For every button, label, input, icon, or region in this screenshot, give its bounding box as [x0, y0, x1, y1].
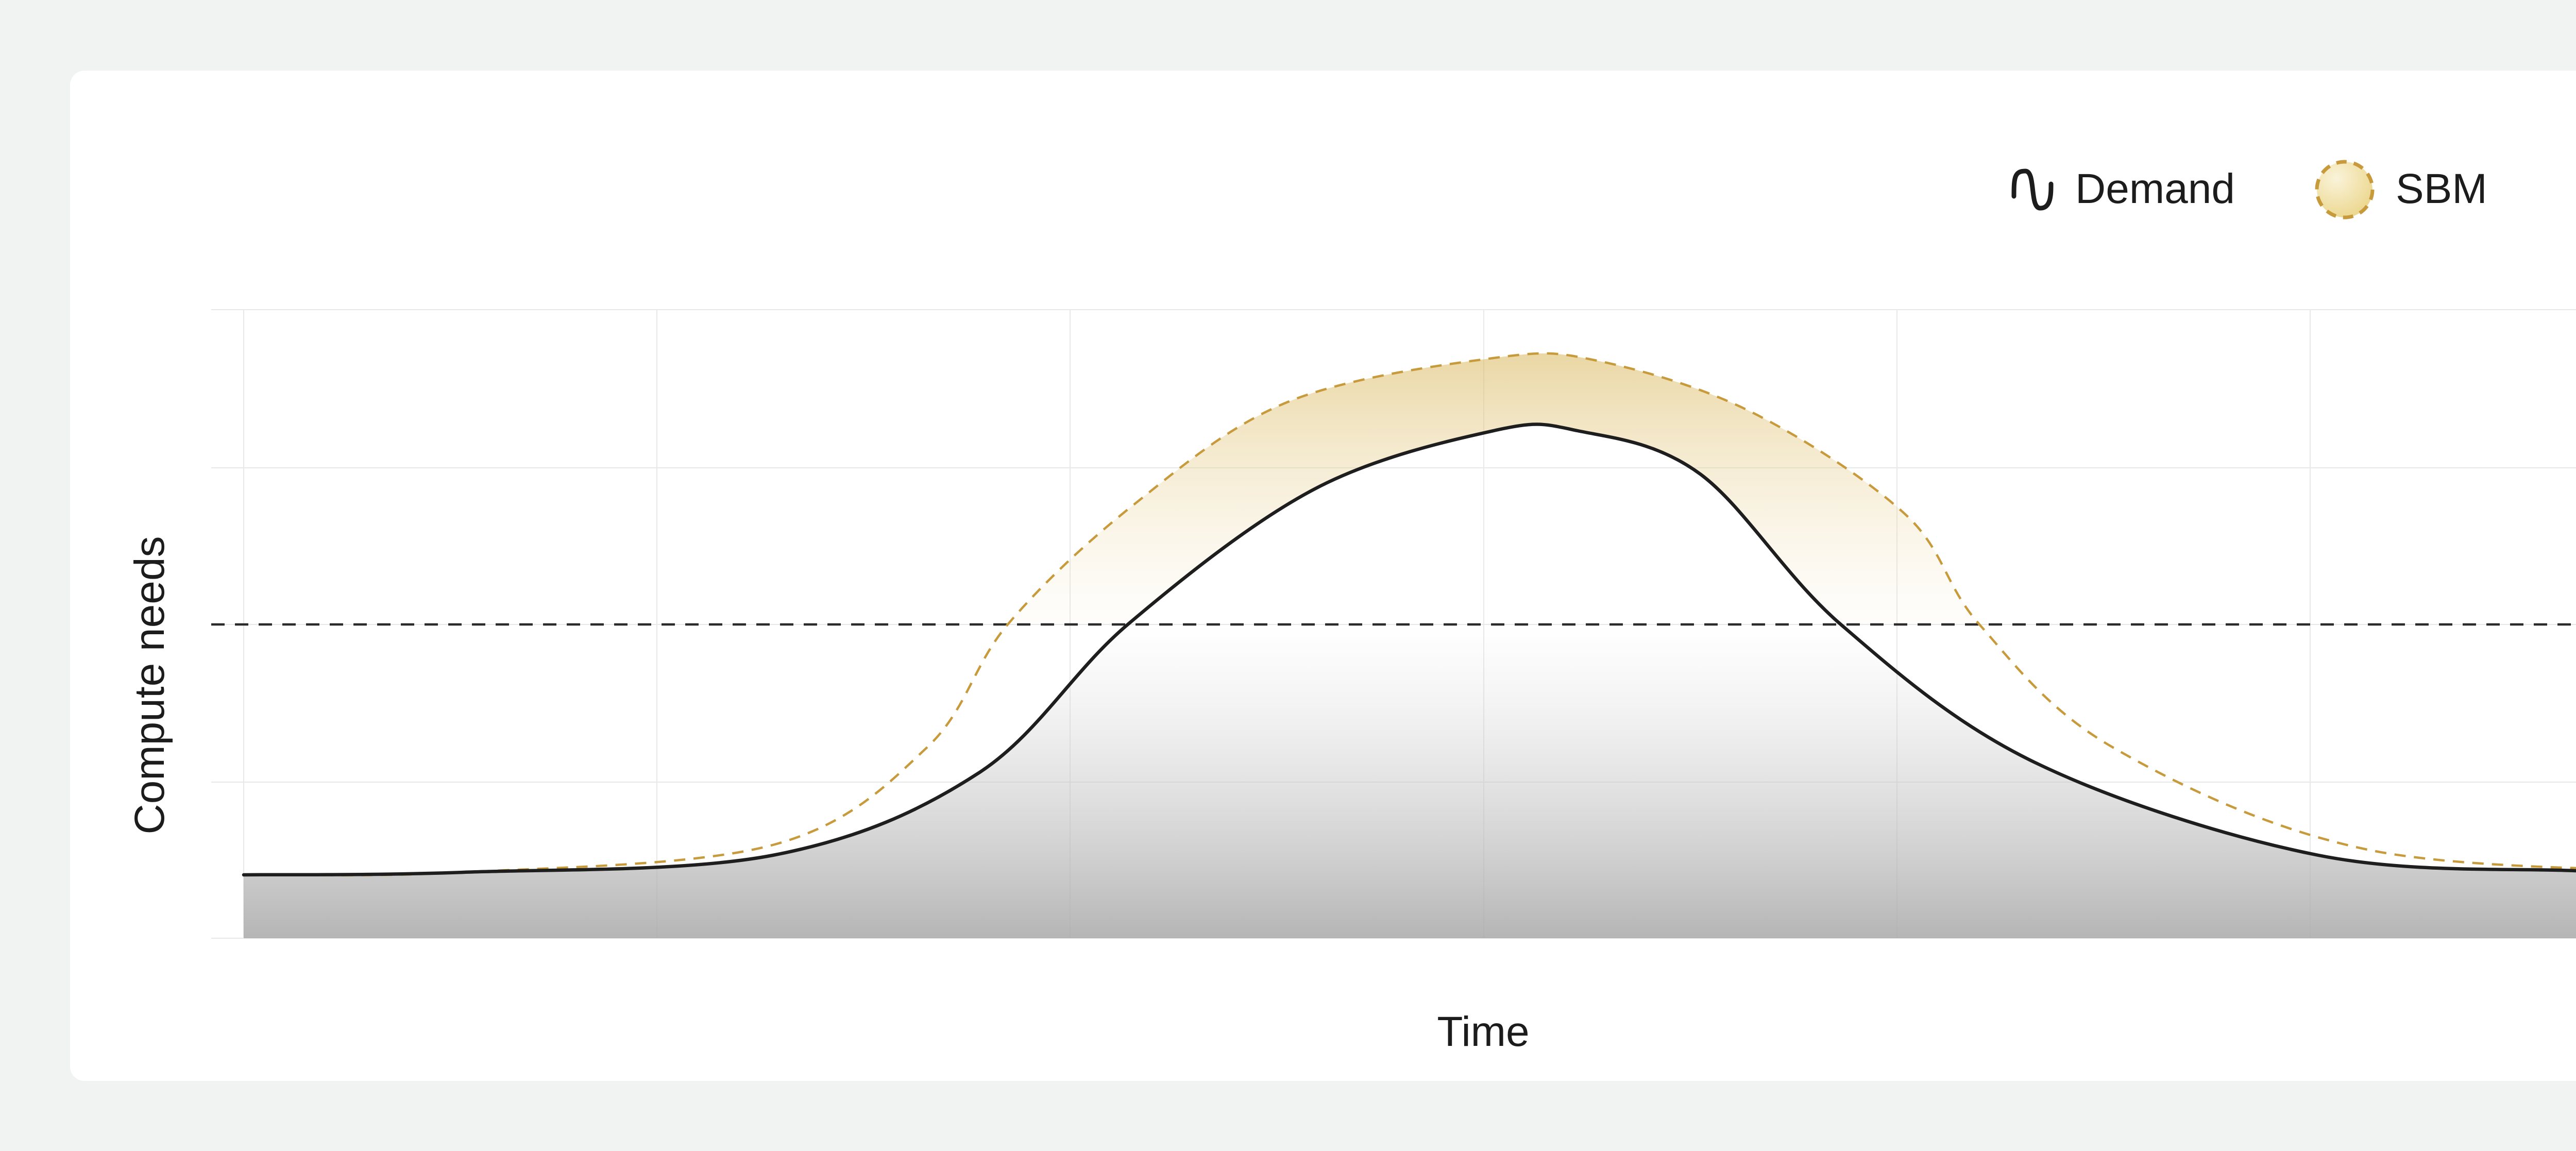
svg-text:Compute needs: Compute needs: [126, 536, 173, 835]
svg-text:Time: Time: [1437, 1008, 1529, 1055]
svg-text:Demand: Demand: [2075, 165, 2235, 212]
svg-text:SBM: SBM: [2396, 165, 2487, 212]
